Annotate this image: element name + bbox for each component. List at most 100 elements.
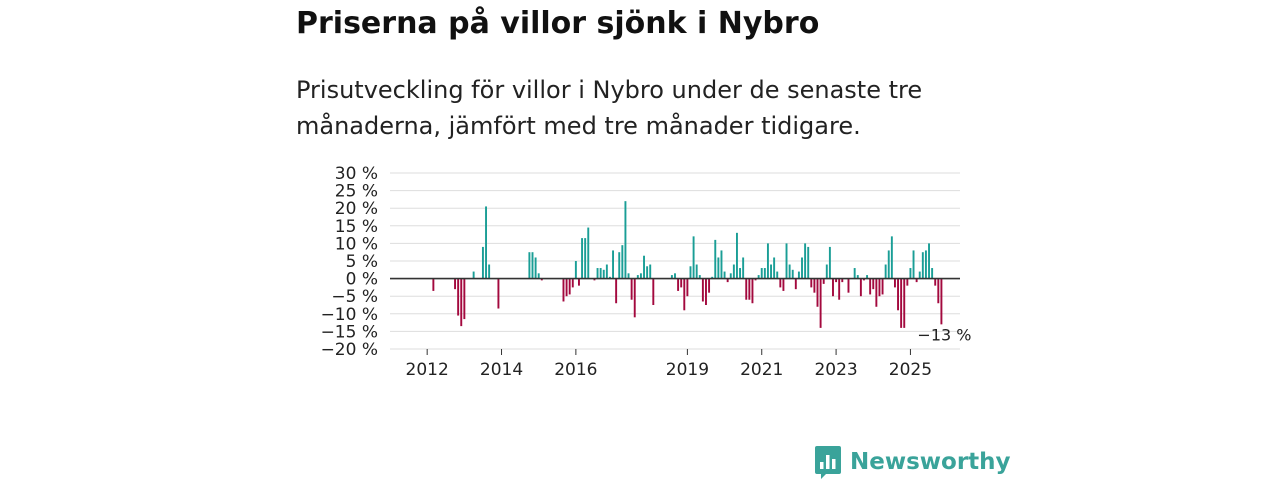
- bar: [801, 257, 803, 279]
- bar: [807, 246, 810, 279]
- bar: [729, 273, 732, 279]
- x-tick-label: 2016: [554, 360, 597, 380]
- bar: [804, 243, 807, 279]
- bar: [652, 278, 655, 305]
- y-tick-label: 30 %: [335, 164, 378, 184]
- bar: [934, 278, 937, 286]
- brand-name: Newsworthy: [850, 449, 1011, 475]
- bar: [714, 239, 717, 279]
- brand: Newsworthy: [814, 444, 1011, 480]
- bar: [791, 269, 794, 279]
- bar: [720, 250, 723, 279]
- bar: [578, 278, 580, 286]
- x-tick-label: 2014: [480, 360, 523, 380]
- bar: [584, 238, 587, 279]
- bar: [766, 243, 769, 279]
- x-axis-ticks: 2012 2014 2016 2019 2021 2023 2025: [406, 349, 932, 380]
- bar: [785, 243, 788, 279]
- bar: [711, 276, 714, 279]
- y-tick-label: −20 %: [321, 340, 378, 360]
- bars: [432, 201, 943, 328]
- bar: [565, 278, 568, 297]
- bar: [568, 278, 571, 295]
- x-tick-label: 2025: [889, 360, 932, 380]
- bar: [646, 266, 649, 279]
- bar: [485, 206, 487, 279]
- bar: [698, 275, 701, 279]
- bar: [643, 255, 645, 279]
- bar: [531, 252, 534, 279]
- bar: [581, 238, 584, 279]
- bar: [751, 278, 754, 304]
- y-tick-label: 0 %: [346, 270, 378, 290]
- bar: [571, 278, 574, 288]
- bar: [726, 278, 729, 283]
- bar: [612, 250, 614, 279]
- bar: [587, 227, 590, 279]
- bar: [847, 278, 850, 293]
- bar: [816, 278, 819, 307]
- bar: [736, 232, 738, 279]
- bar: [937, 278, 940, 304]
- bar: [931, 268, 934, 279]
- x-tick-label: 2021: [740, 360, 783, 380]
- bar: [841, 278, 844, 283]
- bar: [472, 271, 475, 279]
- bar: [605, 264, 608, 279]
- bar: [928, 243, 930, 279]
- bar: [540, 278, 543, 281]
- bar: [863, 278, 865, 281]
- bar: [534, 257, 537, 279]
- bar: [797, 271, 800, 279]
- bar: [897, 278, 899, 311]
- bar: [639, 273, 642, 279]
- bar: [887, 250, 890, 279]
- bar: [773, 257, 776, 279]
- bar: [528, 252, 531, 279]
- bar: [701, 278, 704, 302]
- bar: [838, 278, 841, 300]
- bar: [748, 278, 751, 300]
- bar: [875, 278, 878, 307]
- bar: [599, 268, 602, 279]
- bar: [574, 261, 577, 279]
- bar: [537, 273, 540, 279]
- bar: [828, 246, 831, 279]
- bar: [705, 278, 707, 305]
- bar: [463, 278, 466, 320]
- bar: [745, 278, 748, 300]
- bar: [878, 278, 881, 297]
- newsworthy-logo-icon: [815, 446, 841, 479]
- bar: [649, 264, 652, 279]
- bar: [810, 278, 813, 288]
- chart-title: Priserna på villor sjönk i Nybro: [296, 6, 820, 41]
- bar: [680, 278, 683, 288]
- y-tick-label: 10 %: [335, 234, 378, 254]
- bar: [670, 275, 673, 279]
- bar: [924, 250, 927, 279]
- bar: [776, 271, 779, 279]
- bar: [633, 278, 636, 318]
- grid-lines: [390, 172, 960, 350]
- bar: [903, 278, 906, 328]
- bar: [460, 278, 463, 327]
- bar: [488, 264, 491, 279]
- bar: [813, 278, 816, 293]
- bar: [853, 268, 856, 279]
- bar: [866, 275, 869, 279]
- y-tick-label: 25 %: [335, 182, 378, 202]
- bar: [624, 201, 627, 279]
- bar: [739, 268, 742, 279]
- bar: [881, 278, 884, 295]
- bar: [630, 278, 633, 300]
- bar: [819, 278, 822, 328]
- bar: [562, 278, 565, 302]
- bar: [732, 264, 735, 279]
- bar: [884, 264, 887, 279]
- bar: [760, 268, 763, 279]
- bar: [869, 278, 872, 295]
- bar: [608, 276, 611, 279]
- bar: [782, 278, 785, 291]
- bar: [457, 278, 460, 316]
- bar: [900, 278, 903, 328]
